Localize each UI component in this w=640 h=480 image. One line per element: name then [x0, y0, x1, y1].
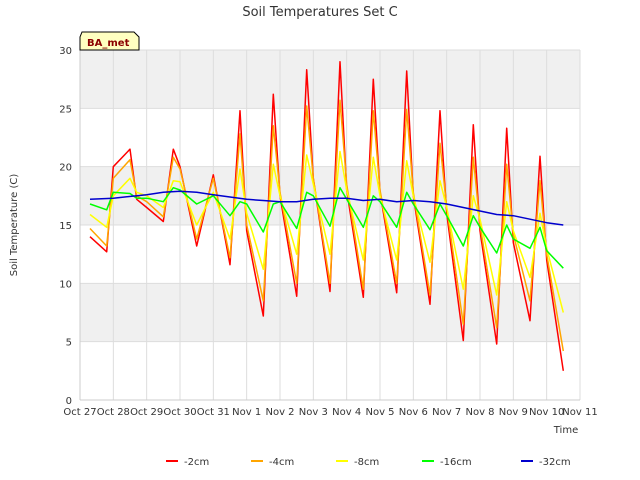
x-tick-label: Oct 27 — [63, 407, 96, 418]
y-tick-label: 10 — [59, 279, 72, 290]
series-line--4cm — [89, 99, 565, 352]
y-axis-label: Soil Temperature (C) — [9, 174, 20, 277]
axes: 0 5 10 15 20 25 30 Oct 27 Oct 28 Oct 29 Oct 30 Oct … — [59, 46, 597, 418]
x-tick-label: Nov 1 — [232, 407, 261, 418]
series-line--16cm — [89, 186, 564, 269]
grid-band — [80, 50, 580, 109]
series-lines — [89, 60, 565, 371]
x-tick-label: Nov 9 — [499, 407, 528, 418]
y-tick-label: 15 — [59, 221, 72, 232]
x-tick-label: Nov 7 — [432, 407, 461, 418]
legend-label--4cm: -4cm — [269, 457, 294, 468]
station-badge: BA_met — [79, 31, 140, 51]
y-tick-label: 25 — [59, 104, 72, 115]
y-tick-label: 5 — [66, 338, 72, 349]
x-tick-label: Nov 11 — [562, 407, 597, 418]
legend-label--8cm: -8cm — [354, 457, 379, 468]
x-tick-label: Oct 30 — [163, 407, 196, 418]
legend-label--32cm: -32cm — [539, 457, 571, 468]
series-line--32cm — [89, 190, 564, 226]
x-tick-label: Nov 5 — [365, 407, 394, 418]
legend-label--2cm: -2cm — [184, 457, 209, 468]
x-tick-label: Oct 31 — [197, 407, 230, 418]
x-tick-label: Nov 8 — [465, 407, 494, 418]
series-line--2cm — [89, 60, 565, 371]
x-tick-label: Nov 6 — [399, 407, 428, 418]
legend-label--16cm: -16cm — [440, 457, 472, 468]
x-tick-label: Oct 28 — [97, 407, 130, 418]
x-tick-label: Nov 10 — [529, 407, 564, 418]
x-tick-label: Nov 4 — [332, 407, 361, 418]
x-tick-label: Nov 2 — [265, 407, 294, 418]
badge-shape — [79, 31, 140, 51]
x-tick-label: Nov 3 — [299, 407, 328, 418]
legend: -2cm -4cm -8cm -16cm -32cm — [166, 457, 571, 468]
chart-title: Soil Temperatures Set C — [242, 5, 397, 20]
y-tick-label: 20 — [59, 163, 72, 174]
x-tick-label: Oct 29 — [130, 407, 163, 418]
y-tick-label: 30 — [59, 46, 72, 57]
y-tick-label: 0 — [66, 396, 72, 407]
badge-text: BA_met — [87, 38, 130, 49]
x-axis-label: Time — [553, 425, 578, 436]
